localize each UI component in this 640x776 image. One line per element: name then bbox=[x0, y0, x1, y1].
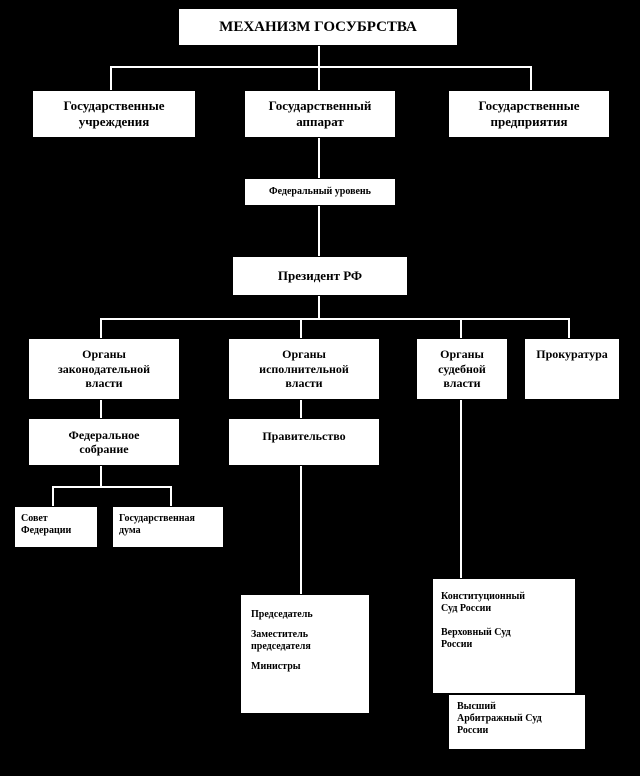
conn-b1 bbox=[100, 318, 102, 338]
gov-institutions-l1: Государственные bbox=[63, 98, 164, 114]
gov-members-box: Председатель Заместитель председателя Ми… bbox=[240, 594, 370, 714]
root-box: МЕХАНИЗМ ГОСУБРСТВА bbox=[178, 8, 458, 46]
state-duma-box: Государственная дума bbox=[112, 506, 224, 548]
executive-l1: Органы bbox=[282, 347, 326, 361]
gov-apparatus-box: Государственный аппарат bbox=[244, 90, 396, 138]
conn-fed-pres bbox=[318, 206, 320, 256]
conn-exec-gov bbox=[300, 400, 302, 418]
executive-box: Органы исполнительной власти bbox=[228, 338, 380, 400]
judicial-l3: власти bbox=[443, 376, 480, 390]
conn-app-fed bbox=[318, 138, 320, 178]
constitutional-court: Конституционный Суд России bbox=[441, 591, 525, 615]
conn-fa-c2 bbox=[170, 486, 172, 506]
gov-enterprises-l2: предприятия bbox=[490, 114, 567, 130]
legislative-l3: власти bbox=[85, 376, 122, 390]
fed-council-l1: Совет bbox=[21, 513, 48, 525]
conn-pres-down bbox=[318, 296, 320, 318]
fed-council-l2: Федерации bbox=[21, 525, 71, 537]
gov-enterprises-box: Государственные предприятия bbox=[448, 90, 610, 138]
prosecutor-label: Прокуратура bbox=[536, 347, 608, 361]
government-label: Правительство bbox=[262, 429, 345, 443]
state-duma-l2: дума bbox=[119, 525, 141, 537]
conn-root-c3 bbox=[530, 66, 532, 90]
president-label: Президент РФ bbox=[278, 268, 362, 284]
legislative-box: Органы законодательной власти bbox=[28, 338, 180, 400]
arbitration-l1: Высший bbox=[457, 701, 496, 713]
president-box: Президент РФ bbox=[232, 256, 408, 296]
judicial-box: Органы судебной власти bbox=[416, 338, 508, 400]
constitutional-l2: Суд России bbox=[441, 603, 491, 614]
supreme-court: Верховный Суд России bbox=[441, 627, 511, 651]
conn-fa-c1 bbox=[52, 486, 54, 506]
conn-b2 bbox=[300, 318, 302, 338]
gov-apparatus-l1: Государственный bbox=[269, 98, 372, 114]
root-label: МЕХАНИЗМ ГОСУБРСТВА bbox=[219, 18, 417, 36]
fed-assembly-l2: собрание bbox=[79, 442, 128, 456]
fed-assembly-l1: Федеральное bbox=[69, 428, 140, 442]
supreme-l2: России bbox=[441, 639, 472, 650]
gov-institutions-l2: учреждения bbox=[79, 114, 150, 130]
federal-level-box: Федеральный уровень bbox=[244, 178, 396, 206]
conn-b3 bbox=[460, 318, 462, 338]
conn-b4 bbox=[568, 318, 570, 338]
supreme-l1: Верховный Суд bbox=[441, 627, 511, 638]
fed-assembly-box: Федеральное собрание bbox=[28, 418, 180, 466]
gov-institutions-box: Государственные учреждения bbox=[32, 90, 196, 138]
conn-root-c2 bbox=[318, 66, 320, 90]
arbitration-l3: России bbox=[457, 725, 488, 737]
legislative-l1: Органы bbox=[82, 347, 126, 361]
executive-l3: власти bbox=[285, 376, 322, 390]
conn-root-c1 bbox=[110, 66, 112, 90]
conn-root-h bbox=[110, 66, 530, 68]
legislative-l2: законодательной bbox=[58, 362, 150, 376]
judicial-l1: Органы bbox=[440, 347, 484, 361]
courts-stack-box: Конституционный Суд России Верховный Суд… bbox=[432, 578, 576, 694]
arbitration-court-box: Высший Арбитражный Суд России bbox=[448, 694, 586, 750]
gov-apparatus-l2: аппарат bbox=[296, 114, 344, 130]
gov-chairman: Председатель bbox=[251, 609, 313, 621]
conn-gov-mem bbox=[300, 466, 302, 594]
judicial-l2: судебной bbox=[438, 362, 486, 376]
government-box: Правительство bbox=[228, 418, 380, 466]
gov-ministers: Министры bbox=[251, 661, 301, 673]
arbitration-l2: Арбитражный Суд bbox=[457, 713, 542, 725]
conn-root-down bbox=[318, 46, 320, 66]
gov-enterprises-l1: Государственные bbox=[478, 98, 579, 114]
conn-fa-down bbox=[100, 466, 102, 486]
state-duma-l1: Государственная bbox=[119, 513, 195, 525]
conn-pres-h bbox=[100, 318, 570, 320]
gov-vice: Заместитель председателя bbox=[251, 629, 359, 653]
conn-jud-courts bbox=[460, 400, 462, 578]
fed-council-box: Совет Федерации bbox=[14, 506, 98, 548]
conn-fa-h bbox=[52, 486, 172, 488]
federal-level-label: Федеральный уровень bbox=[269, 186, 371, 198]
constitutional-l1: Конституционный bbox=[441, 591, 525, 602]
conn-leg-fa bbox=[100, 400, 102, 418]
executive-l2: исполнительной bbox=[259, 362, 349, 376]
prosecutor-box: Прокуратура bbox=[524, 338, 620, 400]
